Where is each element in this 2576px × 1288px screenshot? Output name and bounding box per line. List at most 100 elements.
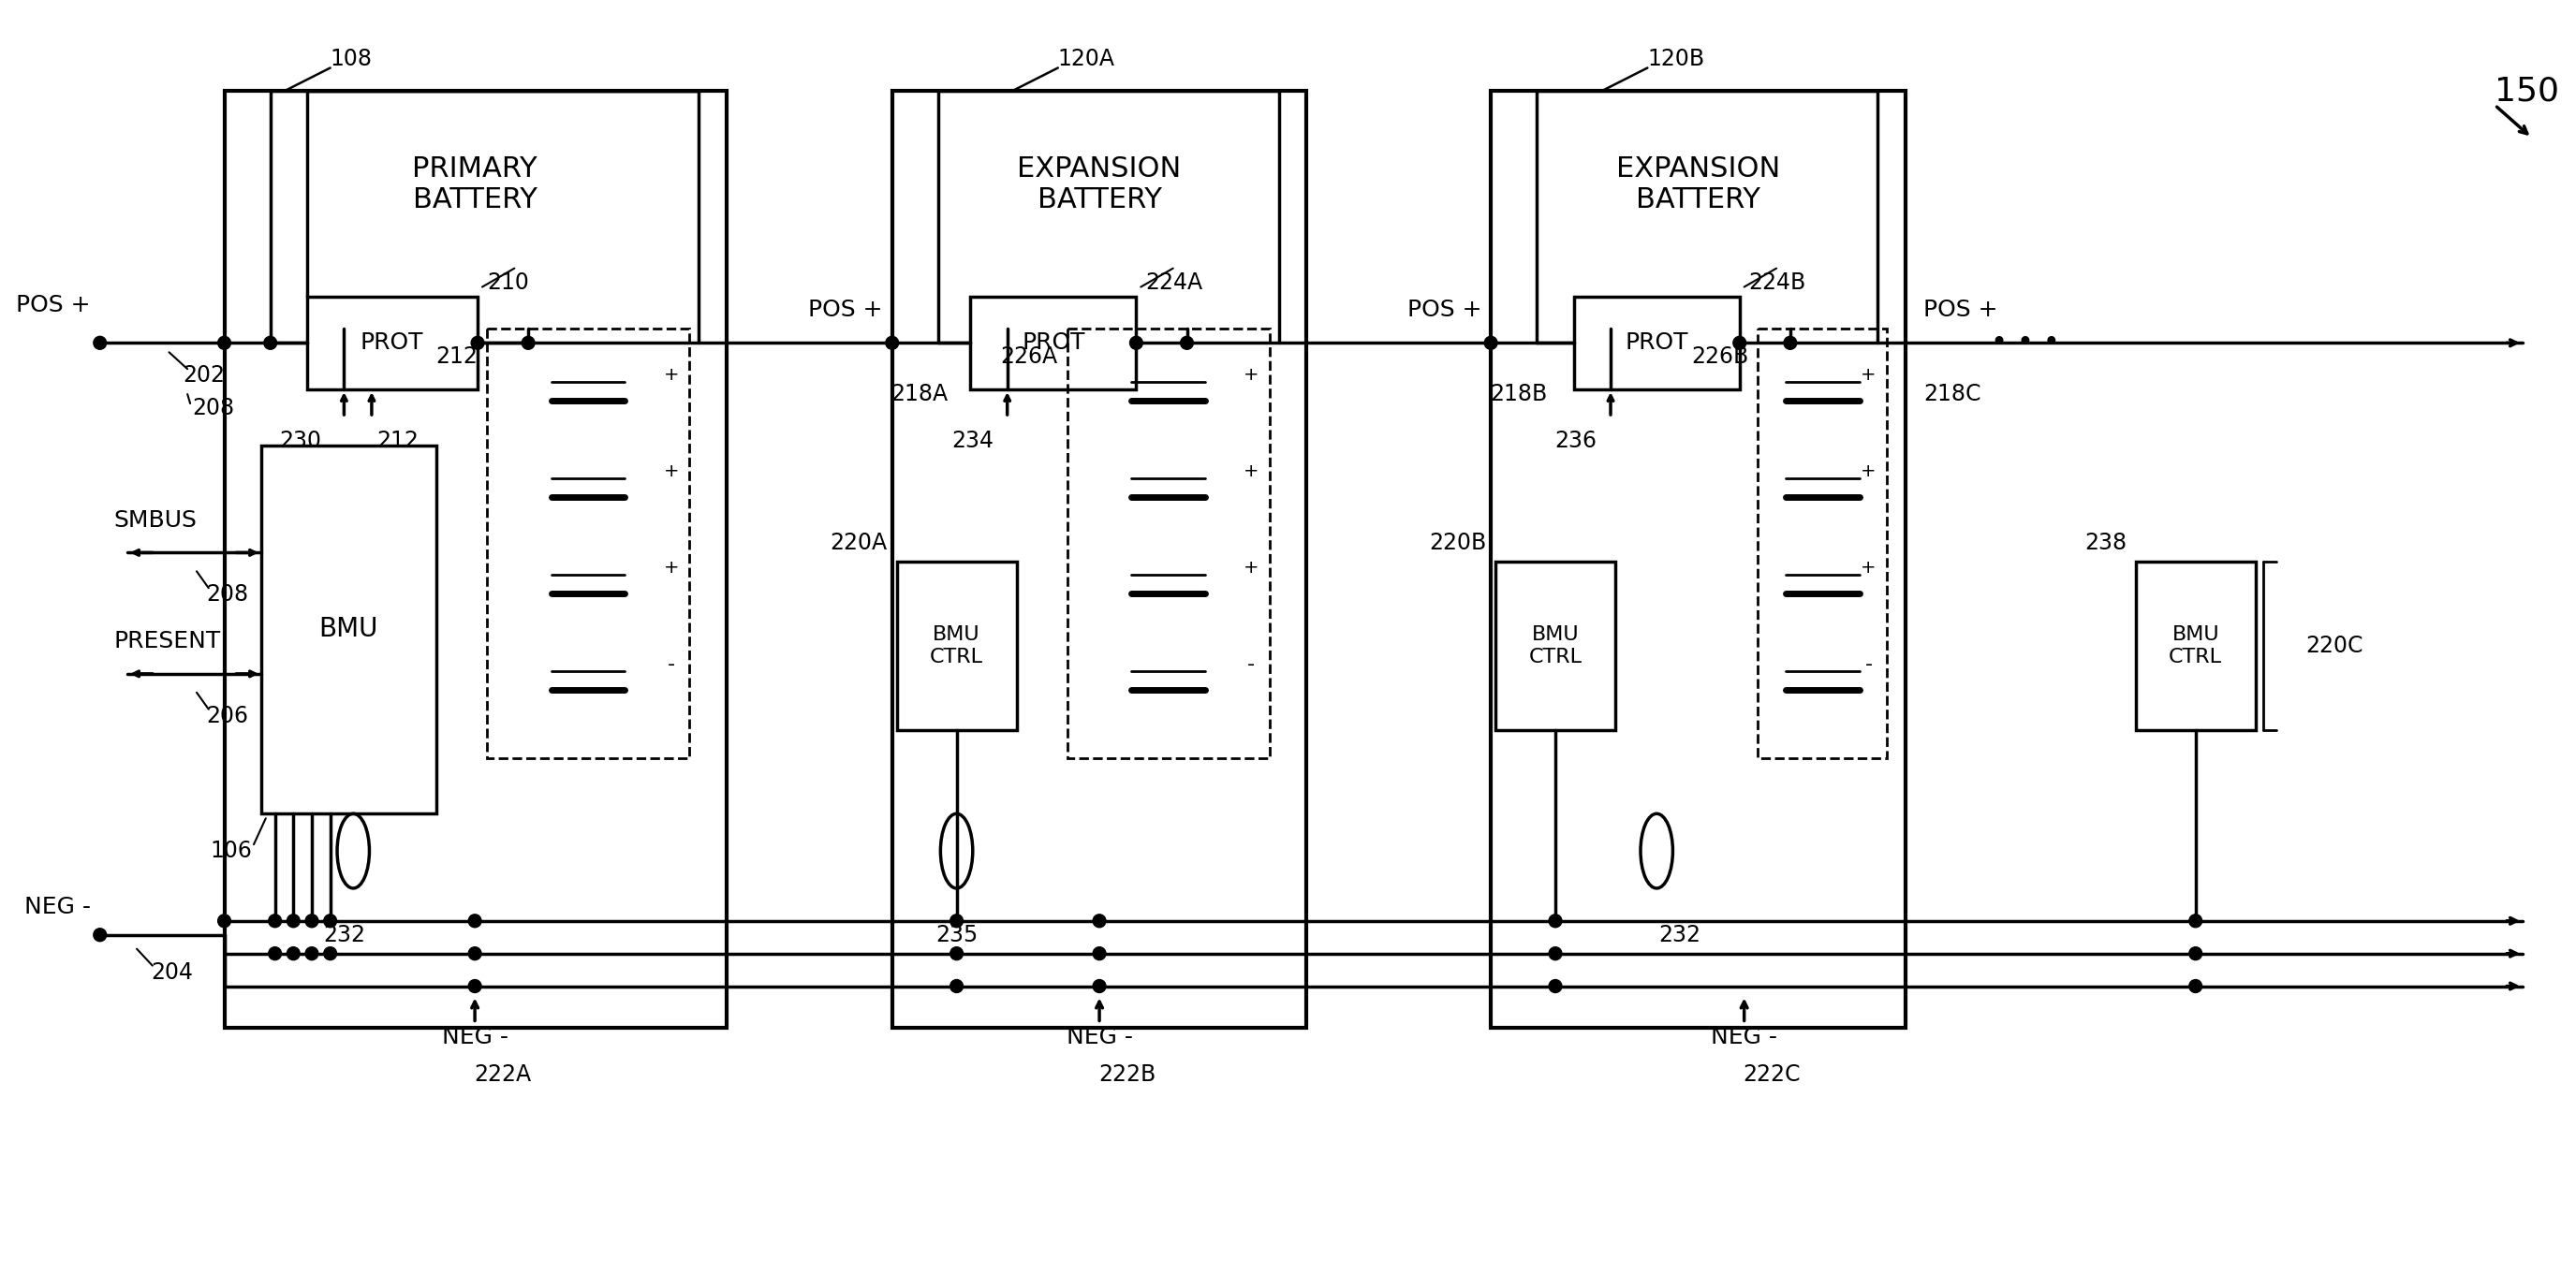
Text: +: + (1860, 366, 1875, 384)
Text: 208: 208 (193, 397, 234, 420)
Circle shape (1783, 336, 1795, 349)
Text: +: + (1860, 462, 1875, 480)
Text: 232: 232 (322, 923, 366, 947)
Text: NEG -: NEG - (23, 895, 90, 918)
Circle shape (1131, 336, 1144, 349)
Circle shape (219, 914, 232, 927)
Circle shape (1548, 947, 1561, 960)
Text: 208: 208 (206, 583, 247, 605)
Circle shape (219, 336, 232, 349)
Text: 150: 150 (2496, 75, 2561, 107)
Bar (896, 562, 1018, 730)
Text: 120A: 120A (1059, 48, 1115, 70)
Circle shape (263, 336, 276, 349)
Text: 226A: 226A (999, 345, 1059, 368)
Text: 218B: 218B (1489, 383, 1548, 406)
Bar (224, 91, 726, 1028)
Text: BMU: BMU (319, 616, 379, 643)
Text: 224A: 224A (1146, 270, 1203, 294)
Text: BMU
CTRL: BMU CTRL (930, 626, 984, 666)
Text: +: + (665, 559, 677, 577)
Text: 120B: 120B (1649, 48, 1705, 70)
Circle shape (286, 914, 299, 927)
Text: -: - (667, 656, 675, 674)
Circle shape (471, 336, 484, 349)
Text: POS +: POS + (1406, 299, 1481, 322)
Bar (891, 91, 1306, 1028)
Circle shape (469, 914, 482, 927)
Text: +: + (1244, 366, 1260, 384)
Text: 235: 235 (935, 923, 979, 947)
Text: 218C: 218C (1924, 383, 1981, 406)
Text: PROT: PROT (1625, 331, 1687, 354)
Text: • • •: • • • (1991, 330, 2061, 357)
Circle shape (1180, 336, 1193, 349)
Circle shape (2190, 914, 2202, 927)
Text: +: + (1860, 559, 1875, 577)
Text: POS +: POS + (15, 295, 90, 317)
Circle shape (93, 929, 106, 942)
Text: 210: 210 (487, 270, 528, 294)
Text: 232: 232 (1659, 923, 1700, 947)
Circle shape (469, 980, 482, 993)
Text: 222B: 222B (1097, 1064, 1157, 1086)
Text: 206: 206 (206, 705, 247, 726)
Text: 202: 202 (183, 365, 224, 386)
Circle shape (325, 914, 337, 927)
Text: -: - (1247, 656, 1255, 674)
Text: 222C: 222C (1744, 1064, 1801, 1086)
Text: NEG -: NEG - (440, 1027, 507, 1048)
Text: PROT: PROT (1023, 331, 1084, 354)
Circle shape (93, 336, 106, 349)
Text: PRIMARY
BATTERY: PRIMARY BATTERY (412, 155, 538, 214)
Text: +: + (1244, 462, 1260, 480)
Text: BMU
CTRL: BMU CTRL (1528, 626, 1582, 666)
Bar (307, 296, 477, 389)
Text: EXPANSION
BATTERY: EXPANSION BATTERY (1615, 155, 1780, 214)
Text: 236: 236 (1556, 429, 1597, 452)
Text: 220B: 220B (1430, 532, 1486, 555)
Text: BMU
CTRL: BMU CTRL (2169, 626, 2223, 666)
Circle shape (325, 947, 337, 960)
Text: 234: 234 (951, 429, 994, 452)
Text: 212: 212 (435, 345, 477, 368)
Text: NEG -: NEG - (1710, 1027, 1777, 1048)
Circle shape (1092, 980, 1105, 993)
Circle shape (268, 914, 281, 927)
Text: EXPANSION
BATTERY: EXPANSION BATTERY (1018, 155, 1182, 214)
Circle shape (523, 336, 536, 349)
Text: 230: 230 (278, 429, 322, 452)
Circle shape (2190, 947, 2202, 960)
Circle shape (2190, 980, 2202, 993)
Text: PROT: PROT (361, 331, 422, 354)
Text: 222A: 222A (474, 1064, 531, 1086)
Circle shape (1734, 336, 1747, 349)
Bar (1066, 328, 1270, 757)
Text: 220A: 220A (829, 532, 889, 555)
Circle shape (1092, 914, 1105, 927)
Text: 108: 108 (330, 48, 374, 70)
Circle shape (307, 914, 319, 927)
Circle shape (286, 947, 299, 960)
Bar (1492, 91, 1906, 1028)
Text: 204: 204 (149, 961, 193, 984)
Circle shape (469, 947, 482, 960)
Text: SMBUS: SMBUS (113, 509, 196, 531)
Text: +: + (665, 462, 677, 480)
Circle shape (951, 914, 963, 927)
Text: PRESENT: PRESENT (113, 630, 222, 653)
Circle shape (1092, 947, 1105, 960)
Circle shape (1548, 914, 1561, 927)
Text: 218A: 218A (891, 383, 948, 406)
Text: 224B: 224B (1749, 270, 1806, 294)
Text: POS +: POS + (1924, 299, 1999, 322)
Text: 106: 106 (209, 840, 252, 862)
Bar (487, 328, 690, 757)
Circle shape (307, 947, 319, 960)
Circle shape (951, 947, 963, 960)
Text: +: + (665, 366, 677, 384)
Text: 212: 212 (376, 429, 417, 452)
Bar (1757, 328, 1888, 757)
Text: -: - (1865, 656, 1873, 674)
Text: 220C: 220C (2306, 635, 2365, 657)
